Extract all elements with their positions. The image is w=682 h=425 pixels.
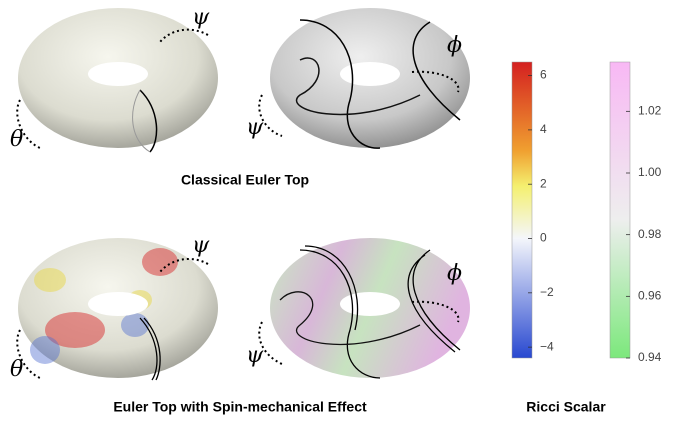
tick-label: 4 xyxy=(540,122,547,136)
tick-label: 0.96 xyxy=(638,289,662,303)
tick-label: 6 xyxy=(540,68,547,82)
caption: Euler Top with Spin-mechanical Effect xyxy=(113,399,367,415)
tick-label: 0.94 xyxy=(638,350,662,364)
tick-label: −2 xyxy=(540,285,554,299)
colorbar xyxy=(512,62,532,358)
tick-label: 1.00 xyxy=(638,165,662,179)
greek-label: ψ xyxy=(192,5,210,30)
greek-label: ψ xyxy=(192,233,210,258)
figure: ψ θ ϕ ψ ψ θ ϕ ψ Classical Euler Top Eule… xyxy=(0,0,682,420)
greek-label: θ xyxy=(10,127,23,152)
greek-label: ψ xyxy=(246,115,264,140)
greek-label: ϕ xyxy=(447,33,462,58)
greek-label: θ xyxy=(10,357,23,382)
greek-label: ϕ xyxy=(447,261,462,286)
greek-label: ψ xyxy=(246,343,264,368)
tick-label: 0 xyxy=(540,231,547,245)
tick-label: 1.02 xyxy=(638,104,662,118)
tick-label: 0.98 xyxy=(638,227,662,241)
torus-bottom-right xyxy=(270,238,470,378)
colorbar xyxy=(610,62,630,358)
tick-label: −4 xyxy=(540,339,554,353)
colorbar-title: Ricci Scalar xyxy=(526,399,606,415)
caption: Classical Euler Top xyxy=(181,172,309,188)
torus-top-right xyxy=(270,8,470,148)
tick-label: 2 xyxy=(540,176,547,190)
